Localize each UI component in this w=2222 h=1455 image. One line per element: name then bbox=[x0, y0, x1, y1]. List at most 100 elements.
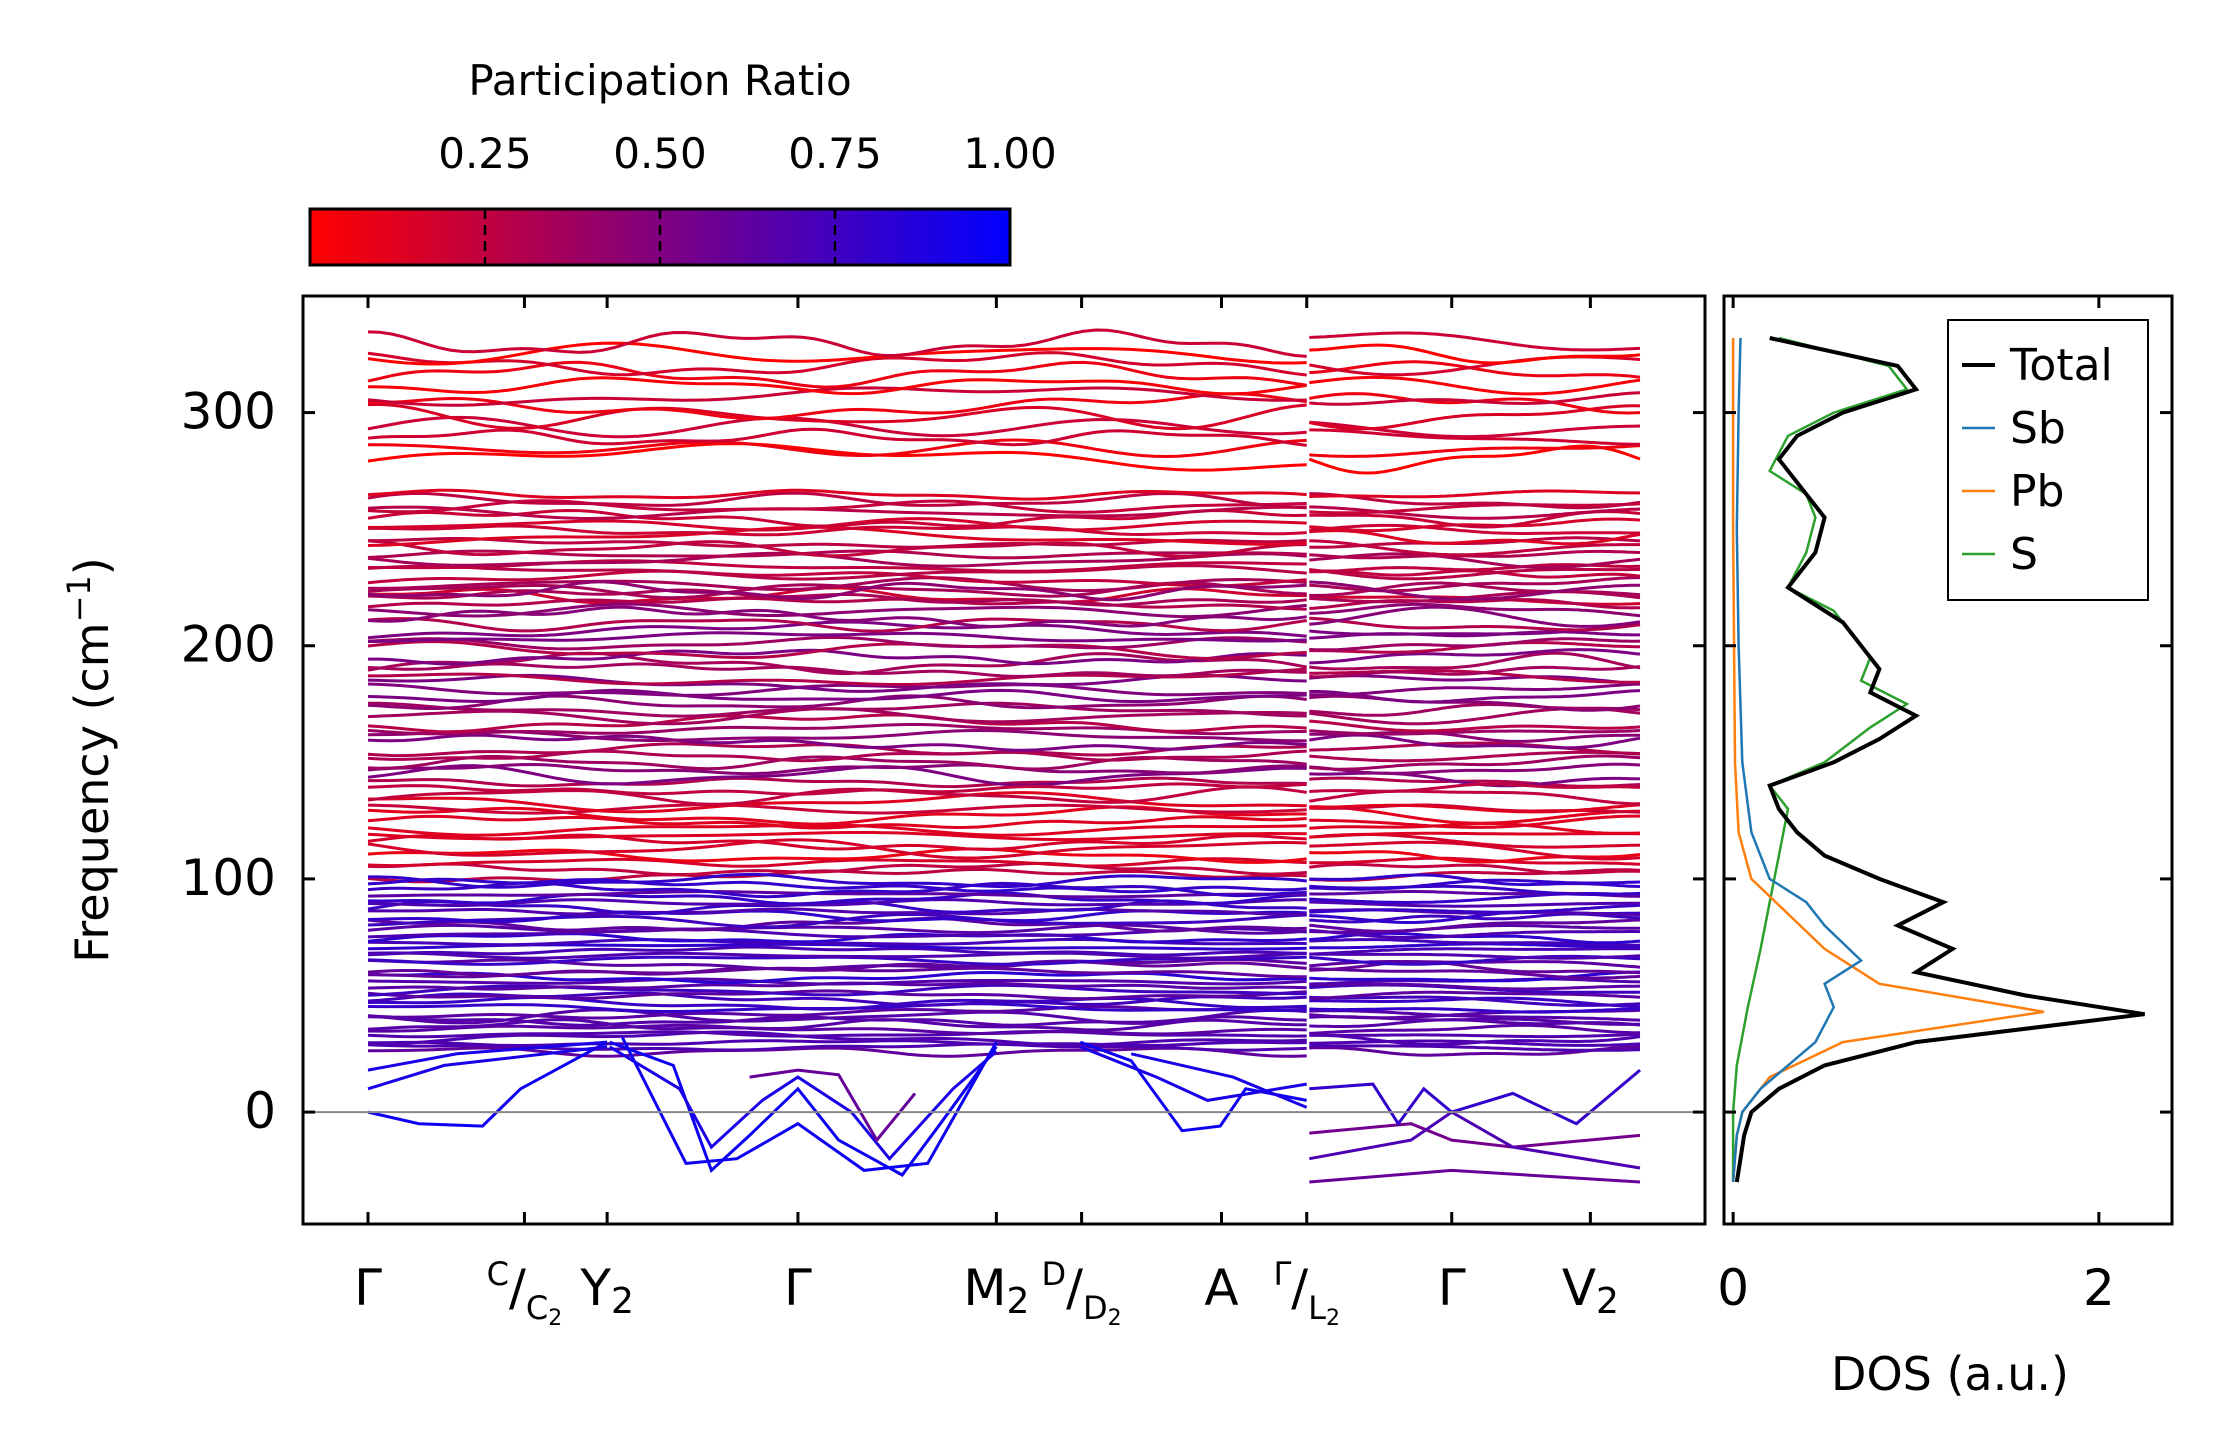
band-y-ticks: 0 100 200 300 bbox=[181, 383, 1705, 1140]
phonon-band bbox=[1309, 689, 1641, 704]
phonon-band bbox=[1309, 492, 1641, 510]
phonon-band bbox=[367, 857, 1307, 868]
dos-curves bbox=[1731, 336, 2145, 1183]
phonon-band bbox=[1309, 343, 1641, 365]
phonon-band bbox=[367, 328, 1307, 358]
phonon-band bbox=[367, 1008, 1307, 1025]
phonon-band bbox=[1309, 967, 1641, 980]
y-tick-label: 300 bbox=[181, 383, 276, 441]
dos-legend: Total Sb Pb S bbox=[1947, 319, 2149, 601]
phonon-band bbox=[367, 891, 1307, 906]
phonon-band bbox=[1309, 1007, 1640, 1014]
phonon-band bbox=[1309, 789, 1640, 806]
phonon-band bbox=[1309, 651, 1641, 671]
phonon-band bbox=[367, 847, 1307, 864]
phonon-band bbox=[368, 776, 1307, 789]
dos-x-axis-label: DOS (a.u.) bbox=[1831, 1347, 2069, 1401]
soft-mode-band bbox=[1309, 1068, 1641, 1127]
phonon-band bbox=[1309, 970, 1641, 983]
legend-label-total: Total bbox=[2009, 340, 2113, 391]
phonon-band bbox=[1309, 360, 1641, 379]
k-point-label: C/C2 bbox=[487, 1255, 563, 1331]
colorbar: Participation Ratio 0.25 0.50 0.75 1.00 bbox=[308, 56, 1057, 267]
colorbar-ticks: 0.25 0.50 0.75 1.00 bbox=[438, 129, 1057, 265]
phonon-bands bbox=[367, 328, 1641, 1184]
y-tick-label: 100 bbox=[181, 849, 276, 907]
phonon-band bbox=[367, 749, 1307, 763]
band-y-axis-label: Frequency (cm−1) bbox=[60, 557, 119, 962]
phonon-band bbox=[1309, 489, 1641, 499]
phonon-band bbox=[367, 945, 1307, 957]
phonon-band bbox=[367, 442, 1307, 472]
phonon-band bbox=[367, 351, 1307, 377]
phonon-band bbox=[367, 662, 1307, 678]
phonon-band bbox=[367, 898, 1307, 907]
phonon-band bbox=[1309, 840, 1641, 861]
phonon-band bbox=[1309, 375, 1641, 396]
legend-label-pb: Pb bbox=[2010, 466, 2064, 517]
k-point-label: Y2 bbox=[579, 1259, 633, 1322]
ylabel-main: Frequency (cm bbox=[65, 622, 119, 962]
dos-axes-frame bbox=[1722, 294, 2174, 1226]
phonon-band bbox=[367, 764, 1307, 787]
phonon-band bbox=[1309, 1044, 1641, 1052]
phonon-band bbox=[1309, 803, 1641, 814]
dos-x-tick-label: 2 bbox=[2083, 1259, 2115, 1317]
phonon-band bbox=[1309, 331, 1641, 352]
phonon-band bbox=[368, 1039, 1307, 1048]
phonon-band bbox=[1309, 928, 1641, 939]
phonon-band bbox=[367, 688, 1307, 704]
phonon-band bbox=[367, 640, 1307, 660]
k-point-label: A bbox=[1204, 1259, 1238, 1317]
phonon-band bbox=[1309, 1032, 1641, 1039]
phonon-band bbox=[367, 912, 1307, 929]
phonon-band bbox=[367, 958, 1307, 971]
phonon-band bbox=[1309, 900, 1640, 908]
phonon-band bbox=[367, 427, 1307, 447]
phonon-band bbox=[1309, 990, 1641, 1000]
phonon-band bbox=[367, 877, 1307, 894]
phonon-band bbox=[367, 602, 1307, 619]
phonon-band bbox=[1309, 703, 1641, 717]
phonon-band bbox=[1309, 762, 1641, 775]
phonon-band bbox=[367, 1005, 1307, 1020]
phonon-band bbox=[1309, 960, 1641, 975]
phonon-band bbox=[367, 620, 1307, 640]
phonon-band bbox=[367, 596, 1307, 611]
band-k-point-labels: Γ C/C2 Y2 Γ M2D/D2 A Γ/L2 Γ V2 bbox=[354, 296, 1619, 1331]
phonon-band bbox=[1309, 529, 1641, 546]
phonon-band bbox=[367, 392, 1307, 421]
phonon-band bbox=[1309, 938, 1641, 947]
y-tick-label: 200 bbox=[181, 616, 276, 674]
phonon-band bbox=[367, 564, 1307, 581]
phonon-band bbox=[1309, 505, 1641, 520]
phonon-band bbox=[367, 580, 1307, 602]
phonon-band bbox=[1309, 674, 1641, 686]
dos-curve-sb bbox=[1731, 337, 1864, 1183]
phonon-band bbox=[1309, 665, 1641, 679]
phonon-band bbox=[1309, 729, 1641, 736]
phonon-band bbox=[1309, 754, 1641, 771]
phonon-band bbox=[367, 360, 1307, 389]
dos-x-tick-label: 0 bbox=[1717, 1259, 1749, 1317]
phonon-band bbox=[367, 701, 1307, 718]
phonon-band bbox=[367, 508, 1307, 528]
phonon-band bbox=[1309, 502, 1641, 515]
phonon-band bbox=[1309, 862, 1641, 875]
phonon-band bbox=[367, 861, 1307, 876]
phonon-band bbox=[1309, 856, 1641, 866]
colorbar-tick-label: 1.00 bbox=[963, 129, 1057, 178]
phonon-band bbox=[368, 524, 1307, 537]
colorbar-tick-label: 0.50 bbox=[613, 129, 707, 178]
phonon-band bbox=[1309, 549, 1641, 560]
phonon-band bbox=[367, 682, 1307, 697]
phonon-band bbox=[1309, 782, 1641, 793]
phonon-band bbox=[367, 651, 1307, 675]
k-point-label: V2 bbox=[1562, 1259, 1619, 1322]
soft-mode-band bbox=[609, 1040, 998, 1177]
phonon-band bbox=[367, 569, 1307, 588]
phonon-band bbox=[1309, 952, 1641, 960]
phonon-band bbox=[1309, 576, 1640, 593]
